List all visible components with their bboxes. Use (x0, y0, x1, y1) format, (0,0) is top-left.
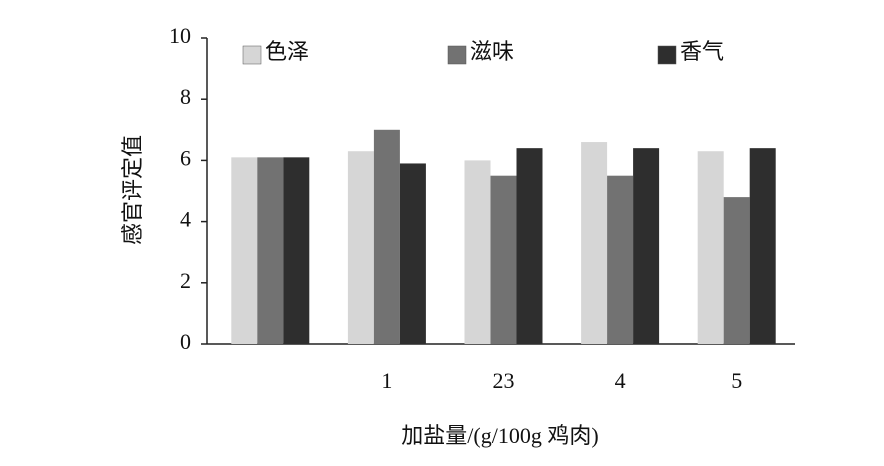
legend-label: 滋味 (470, 39, 514, 64)
x-tick-label: 23 (493, 368, 515, 393)
y-tick-label: 0 (180, 329, 191, 354)
x-tick-label: 4 (615, 368, 626, 393)
x-tick-label: 5 (731, 368, 742, 393)
x-axis-label: 加盐量/(g/100g 鸡肉) (401, 423, 598, 448)
bar (464, 160, 491, 344)
legend-swatch (657, 45, 677, 65)
bar (283, 157, 310, 344)
bar (516, 148, 543, 344)
bar (607, 175, 634, 344)
bar (257, 157, 284, 344)
legend-swatch (447, 45, 467, 65)
bar (231, 157, 258, 344)
bar (490, 175, 517, 344)
bar (581, 142, 608, 344)
bar (749, 148, 776, 344)
legend-label: 香气 (680, 39, 724, 64)
bar (633, 148, 660, 344)
y-tick-label: 4 (180, 207, 191, 232)
legend-swatch (242, 45, 262, 65)
y-tick-label: 6 (180, 145, 191, 170)
legend-label: 色泽 (265, 39, 309, 64)
bar (399, 163, 426, 344)
bar (373, 129, 400, 344)
y-tick-label: 2 (180, 268, 191, 293)
bar (697, 151, 724, 344)
y-tick-label: 8 (180, 84, 191, 109)
bar (723, 197, 750, 344)
bar (347, 151, 374, 344)
y-axis-label: 感官评定值 (120, 135, 145, 245)
x-tick-label: 1 (381, 368, 392, 393)
y-tick-label: 10 (169, 23, 191, 48)
